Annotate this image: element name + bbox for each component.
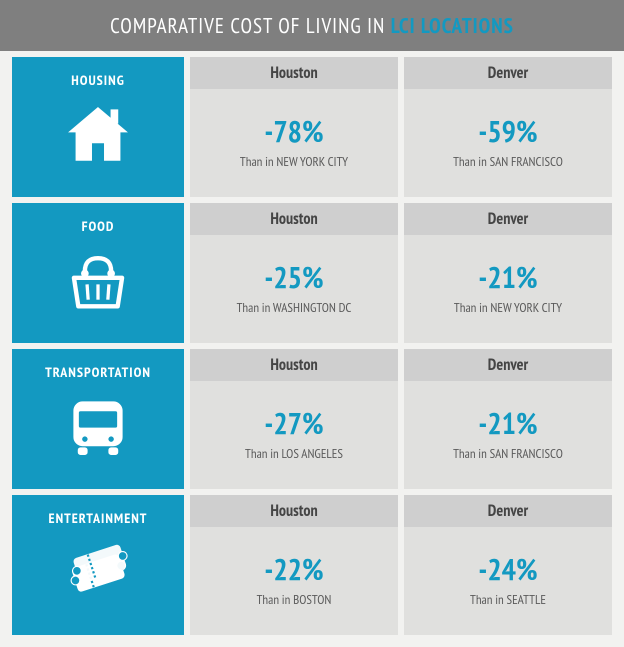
tickets-icon [63, 537, 133, 607]
compare-text: Than in NEW YORK CITY [454, 299, 562, 316]
cell-entertainment-houston: Houston -22% Than in BOSTON [190, 495, 398, 635]
city-label: Houston [190, 349, 398, 381]
city-label: Houston [190, 495, 398, 527]
category-food: FOOD [12, 203, 184, 343]
city-label: Houston [190, 203, 398, 235]
percent-value: -22% [264, 555, 323, 585]
percent-value: -21% [478, 409, 537, 439]
compare-text: Than in SAN FRANCISCO [453, 153, 563, 170]
value-box: -78% Than in NEW YORK CITY [190, 89, 398, 197]
city-label: Houston [190, 57, 398, 89]
category-entertainment: ENTERTAINMENT [12, 495, 184, 635]
page-title: COMPARATIVE COST OF LIVING IN LCI LOCATI… [0, 0, 624, 51]
basket-icon [63, 245, 133, 315]
value-box: -22% Than in BOSTON [190, 527, 398, 635]
value-box: -25% Than in WASHINGTON DC [190, 235, 398, 343]
percent-value: -25% [264, 263, 323, 293]
cell-food-houston: Houston -25% Than in WASHINGTON DC [190, 203, 398, 343]
city-label: Denver [404, 203, 612, 235]
value-box: -21% Than in SAN FRANCISCO [404, 381, 612, 489]
value-box: -59% Than in SAN FRANCISCO [404, 89, 612, 197]
city-label: Denver [404, 495, 612, 527]
compare-text: Than in SEATTLE [470, 591, 546, 608]
compare-text: Than in SAN FRANCISCO [453, 445, 563, 462]
category-label: FOOD [82, 217, 115, 235]
percent-value: -59% [478, 117, 537, 147]
title-highlight: LCI LOCATIONS [391, 12, 514, 39]
cell-food-denver: Denver -21% Than in NEW YORK CITY [404, 203, 612, 343]
cell-housing-houston: Houston -78% Than in NEW YORK CITY [190, 57, 398, 197]
value-box: -24% Than in SEATTLE [404, 527, 612, 635]
value-box: -27% Than in LOS ANGELES [190, 381, 398, 489]
category-label: ENTERTAINMENT [49, 509, 148, 527]
category-housing: HOUSING [12, 57, 184, 197]
bus-icon [63, 391, 133, 461]
cell-transportation-denver: Denver -21% Than in SAN FRANCISCO [404, 349, 612, 489]
cell-transportation-houston: Houston -27% Than in LOS ANGELES [190, 349, 398, 489]
cell-housing-denver: Denver -59% Than in SAN FRANCISCO [404, 57, 612, 197]
percent-value: -24% [478, 555, 537, 585]
compare-text: Than in WASHINGTON DC [237, 299, 352, 316]
category-label: TRANSPORTATION [45, 363, 151, 381]
category-transportation: TRANSPORTATION [12, 349, 184, 489]
compare-text: Than in BOSTON [257, 591, 332, 608]
percent-value: -27% [264, 409, 323, 439]
city-label: Denver [404, 57, 612, 89]
compare-text: Than in LOS ANGELES [245, 445, 343, 462]
cell-entertainment-denver: Denver -24% Than in SEATTLE [404, 495, 612, 635]
percent-value: -21% [478, 263, 537, 293]
comparison-grid: HOUSING Houston -78% Than in NEW YORK CI… [0, 51, 624, 647]
compare-text: Than in NEW YORK CITY [240, 153, 348, 170]
city-label: Denver [404, 349, 612, 381]
title-prefix: COMPARATIVE COST OF LIVING IN [110, 12, 391, 39]
value-box: -21% Than in NEW YORK CITY [404, 235, 612, 343]
category-label: HOUSING [71, 71, 124, 89]
percent-value: -78% [264, 117, 323, 147]
house-icon [63, 99, 133, 169]
